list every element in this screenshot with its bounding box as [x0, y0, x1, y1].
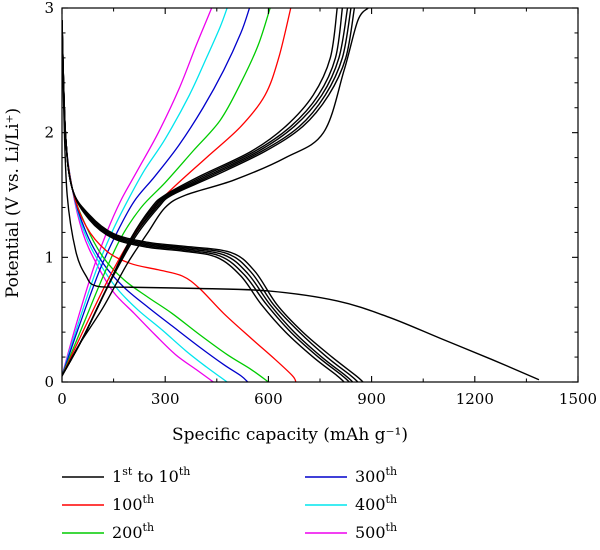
legend-item-300th: 300th — [305, 465, 397, 486]
curves-layer — [62, 8, 540, 382]
y-axis-label: Potential (V vs. Li/Li⁺) — [3, 108, 23, 298]
legend-item-1st-to-10th: 1st to 10th — [62, 465, 190, 486]
series-100th — [62, 8, 297, 382]
legend-label: 1st to 10th — [112, 465, 190, 486]
series-100th-discharge-curve-0 — [62, 19, 297, 382]
series-1st-to-10th-discharge-curve-4 — [62, 19, 350, 382]
legend-item-400th: 400th — [305, 493, 397, 514]
legend-item-500th: 500th — [305, 521, 397, 542]
series-400th — [62, 8, 228, 382]
legend: 1st to 10th 100th 200th 300th 400th 500th — [62, 465, 397, 542]
x-tick-label: 600 — [254, 390, 283, 408]
series-200th-charge-curve-1 — [62, 8, 271, 377]
series-500th — [62, 8, 215, 382]
series-300th — [62, 8, 251, 382]
legend-label: 400th — [355, 493, 397, 514]
axis-ticks — [61, 7, 579, 383]
series-100th-charge-curve-1 — [62, 8, 292, 377]
series-1st-to-10th-discharge-curve-8 — [62, 19, 359, 382]
series-1st-to-10th-discharge-curve-10 — [62, 19, 364, 382]
y-tick-label: 3 — [44, 0, 54, 17]
legend-label: 300th — [355, 465, 397, 486]
x-tick-label: 1200 — [456, 390, 494, 408]
series-1st-to-10th-charge-curve-5 — [62, 8, 344, 377]
x-tick-label: 0 — [57, 390, 67, 408]
axis-labels: Specific capacity (mAh g⁻¹) Potential (V … — [3, 108, 408, 445]
series-500th-charge-curve-1 — [62, 8, 213, 377]
y-tick-label: 0 — [44, 373, 54, 391]
axis-tick-labels: 0 300 600 900 1200 1500 0 1 2 3 — [44, 0, 597, 408]
legend-label: 200th — [112, 521, 154, 542]
x-tick-label: 300 — [151, 390, 180, 408]
series-400th-charge-curve-1 — [62, 8, 228, 377]
series-1st-to-10th-discharge-curve-6 — [62, 19, 354, 382]
legend-label: 500th — [355, 521, 397, 542]
x-tick-label: 900 — [357, 390, 386, 408]
series-1st-to-10th-charge-curve-3 — [62, 8, 338, 377]
x-axis-label: Specific capacity (mAh g⁻¹) — [172, 425, 408, 445]
series-1st-to-10th-charge-curve-9 — [62, 8, 352, 377]
series-200th-discharge-curve-0 — [62, 19, 270, 382]
series-1st-to-10th-discharge-curve-0 — [62, 19, 540, 381]
y-tick-label: 1 — [44, 248, 54, 266]
legend-item-200th: 200th — [62, 521, 154, 542]
series-400th-discharge-curve-0 — [62, 19, 228, 382]
series-1st-to-10th-charge-curve-11 — [62, 8, 356, 377]
legend-label: 100th — [112, 493, 154, 514]
x-tick-label: 1500 — [559, 390, 597, 408]
legend-item-100th: 100th — [62, 493, 154, 514]
series-1st-to-10th-discharge-curve-2 — [62, 19, 345, 382]
y-tick-label: 2 — [44, 124, 54, 142]
series-1st-to-10th-charge-curve-1 — [62, 8, 369, 377]
series-1st-to-10th — [62, 8, 540, 382]
